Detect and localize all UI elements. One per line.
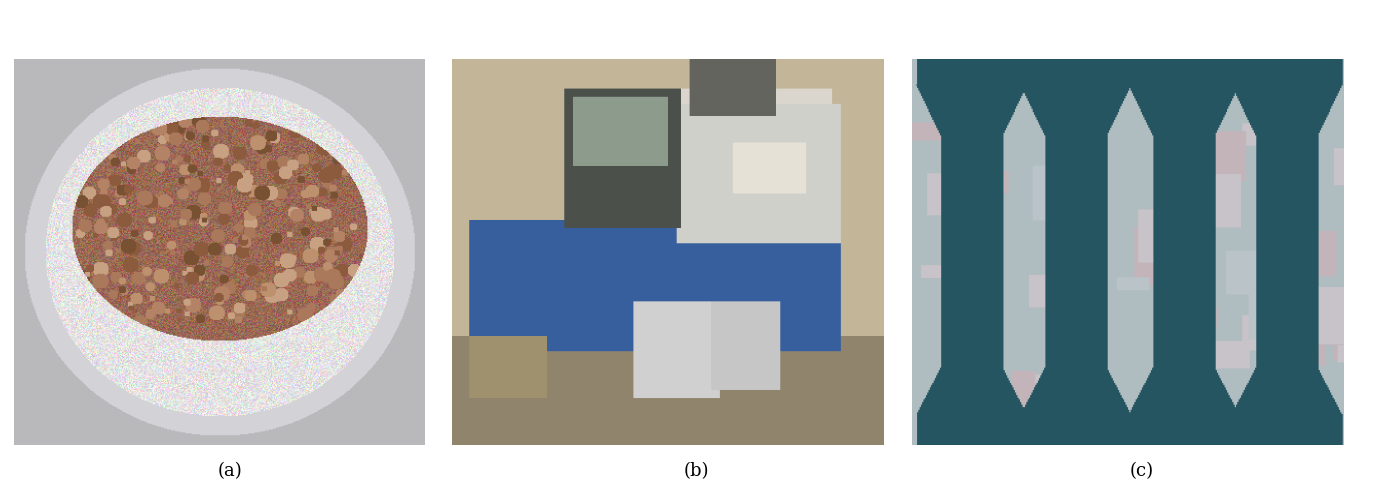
Text: (b): (b) bbox=[683, 462, 709, 480]
Text: (c): (c) bbox=[1129, 462, 1154, 480]
Text: (a): (a) bbox=[217, 462, 242, 480]
